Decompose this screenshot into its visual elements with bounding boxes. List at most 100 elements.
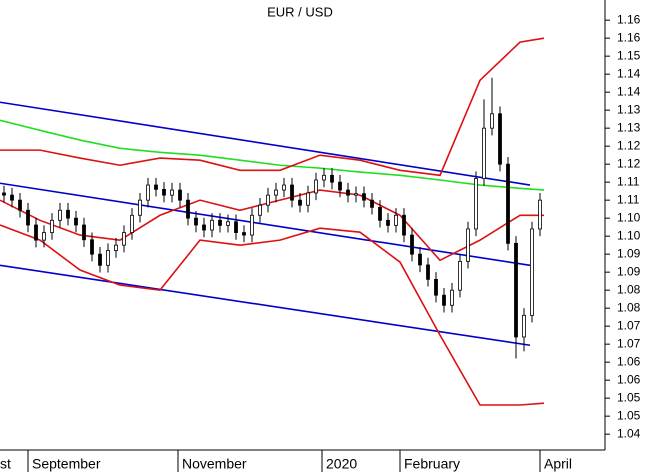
candle-body <box>314 179 318 194</box>
candle-body <box>506 163 510 244</box>
y-tick-label: 1.16 <box>617 30 641 44</box>
y-tick-label: 1.15 <box>617 48 641 62</box>
candle-body <box>250 214 254 236</box>
candle-body <box>378 206 382 221</box>
candle-body <box>258 204 262 216</box>
candle-body <box>10 194 14 201</box>
candle-body <box>450 289 454 306</box>
candle-body <box>50 219 54 233</box>
x-tick-label: 2020 <box>326 456 357 472</box>
x-tick-label: April <box>544 456 572 472</box>
candle-body <box>346 189 350 196</box>
overlay-line <box>0 264 531 347</box>
x-tick-label: st <box>0 456 11 472</box>
candle-body <box>538 199 542 230</box>
candle-body <box>482 127 486 179</box>
plot-area <box>0 37 545 406</box>
candle-body <box>130 214 134 233</box>
candle-body <box>338 181 342 191</box>
candle-body <box>530 228 534 316</box>
candle-body <box>210 219 214 231</box>
candle-body <box>370 199 374 208</box>
candle-body <box>146 184 150 201</box>
candle-body <box>498 113 502 165</box>
candle-body <box>274 189 278 196</box>
candle-body <box>458 260 462 291</box>
candle-body <box>122 232 126 246</box>
y-tick-label: 1.09 <box>617 246 641 260</box>
y-tick-label: 1.13 <box>617 120 641 134</box>
y-tick-label: 1.14 <box>617 66 641 80</box>
y-tick-label: 1.08 <box>617 300 641 314</box>
candle-body <box>466 228 470 262</box>
y-tick-label: 1.10 <box>617 228 641 242</box>
candle-body <box>162 188 166 196</box>
y-tick-label: 1.12 <box>617 156 641 170</box>
candle-body <box>194 217 198 226</box>
y-tick-label: 1.09 <box>617 264 641 278</box>
y-tick-label: 1.04 <box>617 426 641 440</box>
candle-body <box>106 250 110 266</box>
candle-body <box>418 253 422 266</box>
candle-body <box>442 294 446 306</box>
candle-body <box>34 224 38 241</box>
y-tick-label: 1.10 <box>617 210 641 224</box>
candle-body <box>434 278 438 296</box>
y-tick-label: 1.05 <box>617 408 641 422</box>
candle-body <box>114 244 118 251</box>
candle-body <box>234 221 238 233</box>
candle-body <box>58 209 62 221</box>
y-tick-label: 1.12 <box>617 138 641 152</box>
candle-body <box>170 189 174 196</box>
overlay-line <box>0 119 545 191</box>
candle-body <box>410 234 414 255</box>
y-tick-label: 1.07 <box>617 336 641 350</box>
y-tick-label: 1.06 <box>617 354 641 368</box>
candle-body <box>66 209 70 219</box>
y-tick-label: 1.14 <box>617 84 641 98</box>
candle-body <box>90 239 94 255</box>
overlay-line <box>0 182 531 267</box>
candle-body <box>26 209 30 226</box>
y-tick-label: 1.08 <box>617 282 641 296</box>
chart-title: EUR / USD <box>267 4 333 19</box>
candle-body <box>386 219 390 226</box>
candle-body <box>426 264 430 280</box>
candle-body <box>18 199 22 211</box>
candle-body <box>242 232 246 236</box>
candle-body <box>322 174 326 181</box>
y-tick-label: 1.11 <box>617 192 640 206</box>
y-tick-label: 1.05 <box>617 390 641 404</box>
candle-body <box>330 174 334 183</box>
candle-body <box>218 219 222 226</box>
candle-body <box>186 199 190 219</box>
candle-body <box>154 184 158 190</box>
candle-body <box>290 184 294 201</box>
candle-body <box>226 221 230 226</box>
y-tick-label: 1.07 <box>617 318 641 332</box>
candle-body <box>2 192 6 196</box>
overlay-line <box>0 37 545 177</box>
candle-body <box>202 224 206 231</box>
y-tick-label: 1.13 <box>617 102 641 116</box>
candle-body <box>490 113 494 129</box>
x-tick-label: November <box>182 456 247 472</box>
candle-body <box>474 178 478 230</box>
x-tick-label: September <box>32 456 101 472</box>
y-tick-label: 1.16 <box>617 12 641 26</box>
candle-body <box>402 214 406 236</box>
candle-body <box>82 224 86 241</box>
y-tick-label: 1.11 <box>617 174 640 188</box>
candle-body <box>298 199 302 206</box>
candle-body <box>282 184 286 191</box>
candle-body <box>522 314 526 338</box>
overlay-line <box>0 224 545 406</box>
candle-body <box>362 193 366 201</box>
candle-body <box>42 232 46 241</box>
candle-body <box>266 194 270 206</box>
candle-body <box>138 199 142 216</box>
candle-body <box>98 253 102 266</box>
candle-body <box>354 193 358 196</box>
